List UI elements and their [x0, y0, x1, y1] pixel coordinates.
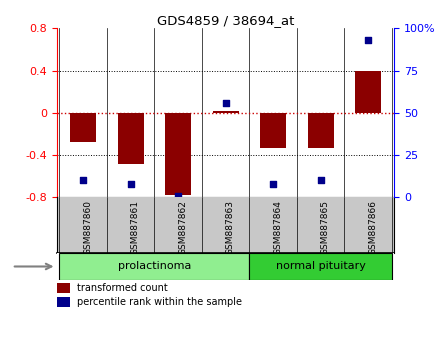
Bar — [70, 113, 96, 142]
Text: GSM887860: GSM887860 — [83, 200, 92, 255]
Text: GSM887861: GSM887861 — [131, 200, 140, 255]
Text: GSM887865: GSM887865 — [321, 200, 329, 255]
Text: normal pituitary: normal pituitary — [276, 262, 365, 272]
Bar — [165, 113, 191, 195]
Point — [222, 100, 229, 105]
Point — [127, 181, 134, 187]
Text: GSM887864: GSM887864 — [273, 200, 282, 255]
FancyBboxPatch shape — [249, 253, 392, 280]
Bar — [57, 283, 71, 293]
Point — [175, 193, 182, 199]
Point — [80, 178, 87, 183]
Bar — [260, 113, 286, 148]
Bar — [212, 111, 239, 113]
Text: GSM887863: GSM887863 — [226, 200, 235, 255]
Text: GSM887866: GSM887866 — [368, 200, 377, 255]
Point — [317, 178, 324, 183]
Title: GDS4859 / 38694_at: GDS4859 / 38694_at — [157, 14, 294, 27]
Bar — [355, 70, 381, 113]
Text: GSM887862: GSM887862 — [178, 200, 187, 255]
Bar — [117, 113, 144, 164]
Point — [364, 37, 371, 43]
Text: transformed count: transformed count — [77, 283, 168, 293]
Text: percentile rank within the sample: percentile rank within the sample — [77, 297, 242, 307]
Text: prolactinoma: prolactinoma — [118, 262, 191, 272]
Bar — [57, 297, 71, 307]
Bar — [307, 113, 334, 148]
FancyBboxPatch shape — [59, 253, 249, 280]
Point — [269, 181, 276, 187]
